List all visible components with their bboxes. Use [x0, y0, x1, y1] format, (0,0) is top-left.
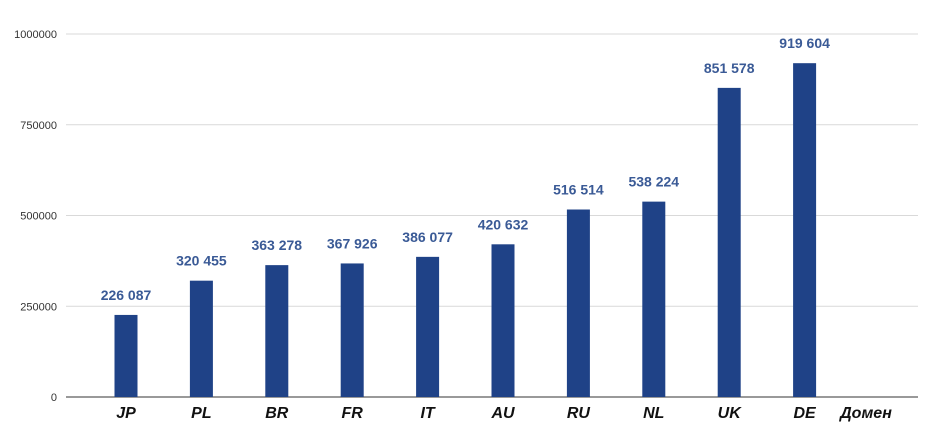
data-label: 320 455	[176, 253, 227, 269]
y-tick-label: 500000	[20, 211, 57, 223]
data-label: 420 632	[478, 216, 529, 232]
data-labels: 226 087 320 455 363 278 367 926 386 077 420 6…	[101, 35, 830, 303]
x-tick-label: UK	[718, 405, 743, 422]
bar-jp	[114, 314, 138, 397]
y-tick-label: 0	[51, 392, 57, 404]
x-tick-label: AU	[490, 405, 515, 422]
bar-au	[491, 244, 515, 397]
bar-ru	[566, 209, 590, 397]
bar-fr	[340, 263, 364, 397]
x-tick-label: NL	[643, 405, 664, 422]
data-label: 919 604	[779, 35, 830, 51]
bar-de	[793, 63, 817, 397]
x-axis-ticks: JP PL BR FR IT AU RU NL UK DE	[116, 405, 817, 422]
bar-uk	[717, 87, 741, 397]
x-tick-label: DE	[793, 405, 817, 422]
y-tick-label: 750000	[20, 120, 57, 132]
x-tick-label: BR	[265, 405, 289, 422]
x-tick-label: FR	[342, 405, 364, 422]
bar-it	[416, 256, 440, 397]
x-tick-label: PL	[191, 405, 211, 422]
bar-nl	[642, 201, 666, 397]
data-label: 386 077	[402, 229, 453, 245]
data-label: 363 278	[251, 237, 302, 253]
y-tick-label: 250000	[20, 301, 57, 313]
bar-br	[265, 265, 289, 397]
x-tick-label: IT	[420, 405, 435, 422]
data-label: 226 087	[101, 287, 152, 303]
x-tick-label: RU	[567, 405, 591, 422]
data-label: 367 926	[327, 235, 378, 251]
bar-pl	[189, 280, 213, 397]
x-tick-label: JP	[116, 405, 136, 422]
y-axis-ticks: 0 250000 500000 750000 1000000	[14, 29, 57, 404]
x-axis-label: Домен	[838, 405, 892, 422]
y-tick-label: 1000000	[14, 29, 57, 41]
data-label: 851 578	[704, 60, 755, 76]
data-label: 538 224	[628, 174, 679, 190]
data-label: 516 514	[553, 182, 604, 198]
bars	[114, 63, 817, 397]
